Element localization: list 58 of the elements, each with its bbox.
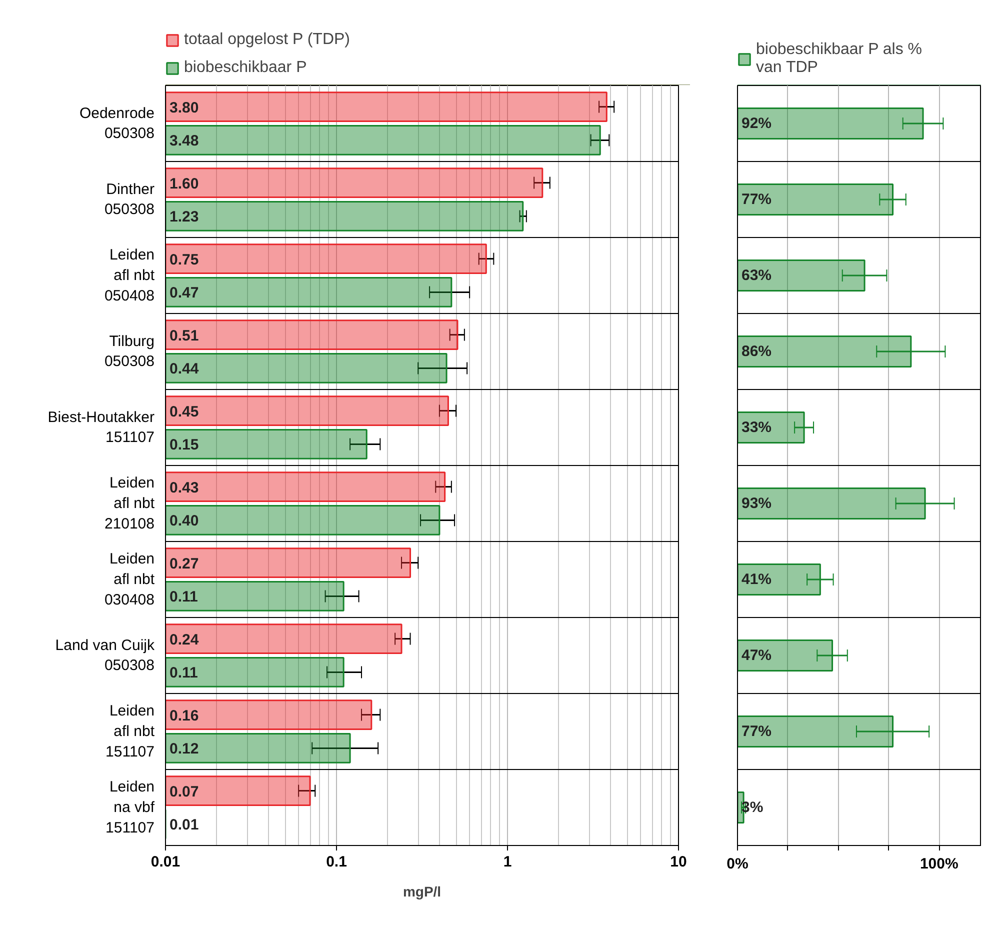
data-label: 0.45 xyxy=(170,403,199,420)
data-label: 33% xyxy=(742,419,772,436)
y-tick-label: Leiden afl nbt 151107 xyxy=(106,702,156,760)
data-label: 77% xyxy=(742,723,772,740)
y-tick-label: Land van Cuijk 050308 xyxy=(55,636,155,674)
legend-label: biobeschikbaar P xyxy=(184,59,307,77)
bar xyxy=(738,336,912,368)
data-label: 0.15 xyxy=(170,436,199,454)
data-label: 41% xyxy=(742,571,772,588)
data-label: 0.12 xyxy=(170,740,199,758)
x-tick-label: 100% xyxy=(920,856,958,872)
bar xyxy=(738,108,924,140)
data-label: 0.43 xyxy=(170,479,199,496)
bar xyxy=(738,640,834,672)
data-label: 0.01 xyxy=(170,816,199,834)
y-tick-label: Oedenrode 050308 xyxy=(79,104,155,142)
x-tick-label: 0% xyxy=(726,856,748,872)
bar xyxy=(738,260,866,292)
data-label: 0.16 xyxy=(170,707,199,724)
data-label: 0.07 xyxy=(170,783,199,800)
x-tick-label: 0.1 xyxy=(326,854,347,870)
data-label: 0.44 xyxy=(170,360,200,378)
data-label: 3.80 xyxy=(170,99,199,116)
y-tick-label: Tilburg 050308 xyxy=(104,332,155,370)
y-tick-label: Biest-Houtakker 151107 xyxy=(48,408,155,446)
y-tick-label: Leiden afl nbt 030408 xyxy=(104,550,156,608)
data-label: 77% xyxy=(742,191,772,208)
x-axis-title: mgP/l xyxy=(402,884,442,900)
legend-label: totaal opgelost P (TDP) xyxy=(184,31,350,49)
data-label: 0.75 xyxy=(170,251,199,268)
bar xyxy=(738,412,805,444)
data-label: 3.48 xyxy=(170,132,199,150)
y-tick-label: Leiden na vbf 151107 xyxy=(106,778,156,836)
data-label: 0.11 xyxy=(170,588,198,606)
x-tick-label: 1 xyxy=(503,854,512,870)
data-label: 0.24 xyxy=(170,631,200,648)
data-label: 0.47 xyxy=(170,284,199,302)
bar xyxy=(738,716,894,748)
x-tick-label: 0.01 xyxy=(150,854,180,870)
data-label: 47% xyxy=(742,647,772,664)
data-label: 0.40 xyxy=(170,512,199,530)
bar xyxy=(738,488,926,520)
x-tick-label: 10 xyxy=(670,854,687,870)
data-label: 0.27 xyxy=(170,555,199,572)
bar xyxy=(738,564,821,596)
legend-label: biobeschikbaar P als % van TDP xyxy=(756,41,922,77)
data-label: 86% xyxy=(742,343,772,360)
y-tick-label: Leiden afl nbt 050408 xyxy=(104,246,156,304)
data-label: 92% xyxy=(742,115,772,132)
y-tick-label: Leiden afl nbt 210108 xyxy=(104,474,156,532)
data-label: 1.60 xyxy=(170,175,199,192)
data-label: 93% xyxy=(742,495,772,512)
data-label: 0.11 xyxy=(170,664,198,682)
data-label: 1.23 xyxy=(170,208,199,226)
y-tick-label: Dinther 050308 xyxy=(104,180,155,218)
data-label: 0.51 xyxy=(170,327,199,344)
data-label: 63% xyxy=(742,267,772,284)
bar xyxy=(738,184,894,216)
